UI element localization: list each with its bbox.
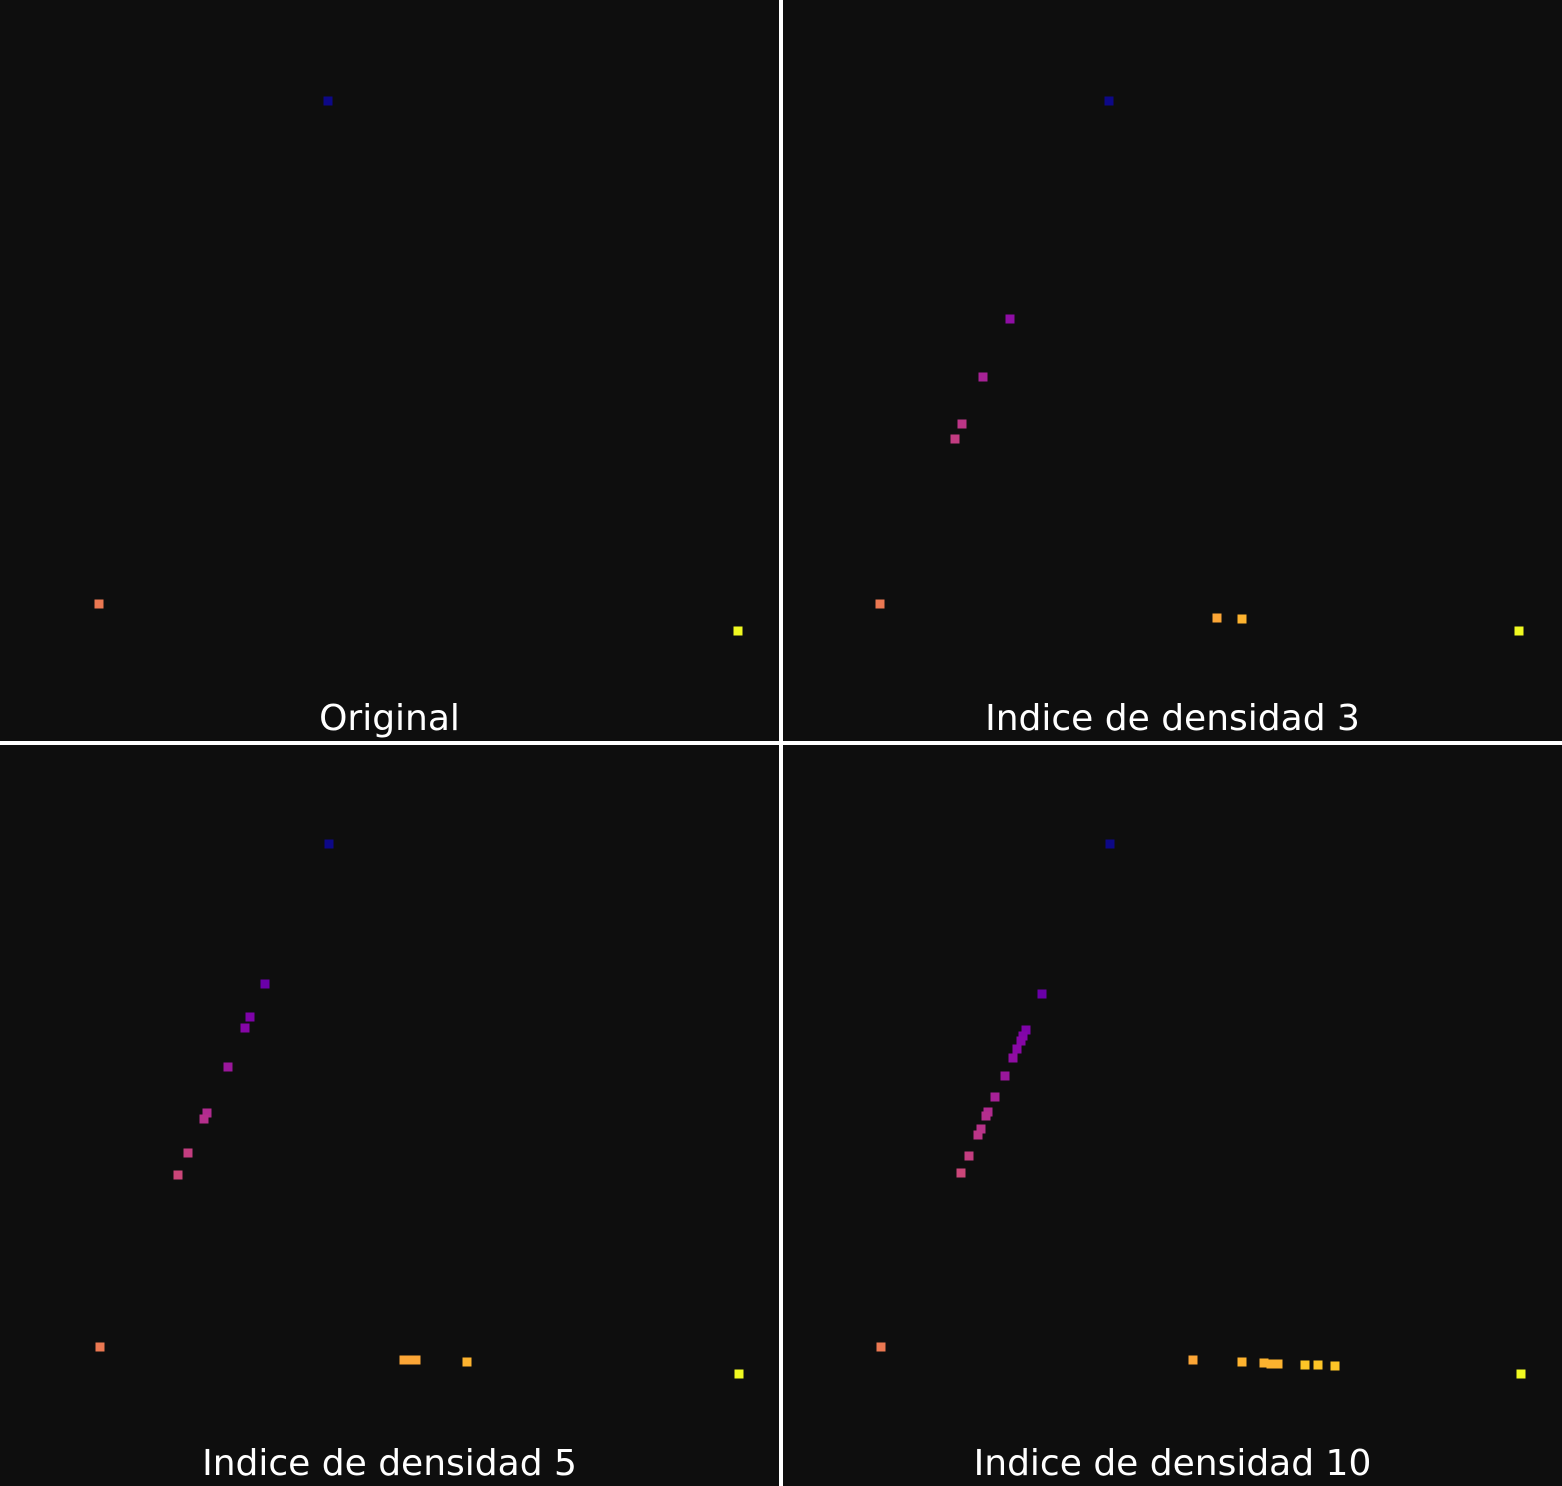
- data-point: [978, 372, 988, 382]
- data-point: [734, 1369, 744, 1379]
- data-point: [1237, 1357, 1247, 1367]
- data-point: [1514, 626, 1524, 636]
- data-point: [1000, 1071, 1010, 1081]
- data-point: [1105, 839, 1115, 849]
- data-point: [1021, 1025, 1031, 1035]
- data-point: [957, 419, 967, 429]
- data-point: [1037, 989, 1047, 999]
- data-point: [1259, 1358, 1269, 1368]
- data-point: [245, 1012, 255, 1022]
- data-point: [950, 434, 960, 444]
- panel-title: Indice de densidad 3: [985, 698, 1360, 739]
- data-point: [1330, 1361, 1340, 1371]
- data-point: [1188, 1355, 1198, 1365]
- panel-title: Indice de densidad 5: [202, 1443, 577, 1484]
- data-point: [981, 1111, 991, 1121]
- data-point: [399, 1355, 409, 1365]
- panel-title: Original: [319, 698, 460, 739]
- data-point: [733, 626, 743, 636]
- data-point: [173, 1170, 183, 1180]
- scatter-plot: [876, 839, 1526, 1379]
- data-point: [956, 1168, 966, 1178]
- panel-title: Indice de densidad 10: [973, 1443, 1372, 1484]
- data-point: [875, 599, 885, 609]
- scatter-plot: [95, 839, 744, 1379]
- panel-density-5: Indice de densidad 5: [0, 745, 779, 1486]
- data-point: [1008, 1053, 1018, 1063]
- data-point: [324, 839, 334, 849]
- data-point: [1016, 1036, 1026, 1046]
- scatter-plot: [94, 96, 743, 636]
- data-point: [1300, 1360, 1310, 1370]
- data-point: [973, 1130, 983, 1140]
- data-point: [240, 1023, 250, 1033]
- data-point: [1273, 1359, 1283, 1369]
- data-point: [323, 96, 333, 106]
- scatter-plot: [875, 96, 1524, 636]
- data-point: [94, 599, 104, 609]
- data-point: [1313, 1360, 1323, 1370]
- data-point: [1012, 1044, 1022, 1054]
- data-point: [976, 1124, 986, 1134]
- data-point: [1266, 1359, 1276, 1369]
- data-point: [411, 1355, 421, 1365]
- data-point: [1104, 96, 1114, 106]
- data-point: [183, 1148, 193, 1158]
- data-point: [1005, 314, 1015, 324]
- data-point: [405, 1355, 415, 1365]
- data-point: [199, 1114, 209, 1124]
- data-point: [990, 1092, 1000, 1102]
- data-point: [462, 1357, 472, 1367]
- data-point: [202, 1108, 212, 1118]
- panel-original: Original: [0, 0, 779, 741]
- data-point: [223, 1062, 233, 1072]
- data-point: [964, 1151, 974, 1161]
- data-point: [95, 1342, 105, 1352]
- panel-density-10: Indice de densidad 10: [783, 745, 1562, 1486]
- data-point: [1237, 614, 1247, 624]
- data-point: [1212, 613, 1222, 623]
- data-point: [1018, 1031, 1028, 1041]
- panel-density-3: Indice de densidad 3: [783, 0, 1562, 741]
- data-point: [260, 979, 270, 989]
- data-point: [1516, 1369, 1526, 1379]
- data-point: [876, 1342, 886, 1352]
